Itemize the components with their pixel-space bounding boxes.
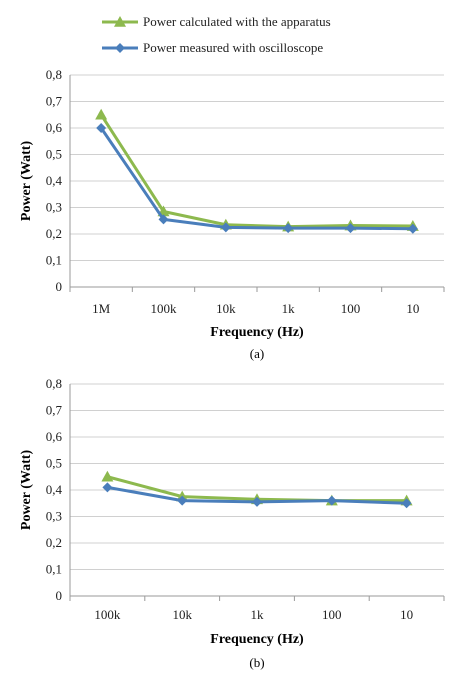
x-tick-label: 1k	[282, 301, 296, 316]
x-tick-label: 10	[406, 301, 419, 316]
y-tick-label: 0	[56, 279, 63, 294]
chart-a: 0 0,1 0,2 0,3 0,4 0,5 0,6 0,7 0,8 1M 100k 10k 1k 100 1…	[19, 67, 445, 361]
y-tick-label: 0,6	[46, 120, 63, 135]
data-point	[326, 495, 337, 506]
legend-label-2: Power measured with oscilloscope	[143, 40, 323, 55]
y-tick-label: 0,1	[46, 562, 62, 577]
x-axis-title: Frequency (Hz)	[210, 325, 304, 340]
x-tick-label: 100	[341, 301, 361, 316]
x-axis-title: Frequency (Hz)	[210, 632, 304, 647]
data-point	[220, 222, 231, 233]
y-tick-label: 0,3	[46, 200, 62, 215]
data-point	[95, 108, 108, 120]
series-measured	[102, 482, 412, 509]
data-point	[407, 223, 418, 234]
x-tick-label: 10k	[216, 301, 236, 316]
x-tick-label: 10k	[172, 607, 192, 622]
data-point	[158, 214, 169, 225]
data-point	[345, 223, 356, 234]
legend-marker-1	[114, 16, 126, 27]
series-line	[99, 127, 413, 231]
chart-b: 0 0,1 0,2 0,3 0,4 0,5 0,6 0,7 0,8 100k 10k 1k 100 10 F…	[19, 376, 445, 670]
y-tick-label: 0,7	[46, 94, 63, 109]
y-tick-label: 0,2	[46, 226, 62, 241]
y-tick-label: 0,5	[46, 456, 62, 471]
data-point	[283, 223, 294, 234]
y-tick-label: 0,1	[46, 253, 62, 268]
data-point	[252, 496, 262, 507]
y-tick-label: 0,4	[46, 173, 63, 188]
series-measured	[96, 123, 418, 234]
chart-caption: (a)	[250, 346, 264, 361]
y-tick-label: 0,8	[46, 67, 62, 82]
data-point	[177, 495, 188, 506]
x-tick-label: 1M	[92, 301, 111, 316]
y-axis-title: Power (Watt)	[19, 450, 34, 531]
x-tick-label: 100	[322, 607, 342, 622]
y-axis-title: Power (Watt)	[19, 141, 34, 222]
y-tick-label: 0,2	[46, 535, 62, 550]
data-point	[102, 482, 113, 493]
y-tick-label: 0,3	[46, 509, 62, 524]
x-tick-label: 10	[400, 607, 413, 622]
x-tick-label: 100k	[94, 607, 121, 622]
y-tick-label: 0,6	[46, 429, 63, 444]
data-point	[401, 498, 412, 509]
chart-caption: (b)	[249, 655, 264, 670]
series-line	[99, 113, 413, 229]
series-calculated	[95, 108, 419, 232]
legend-label-1: Power calculated with the apparatus	[143, 14, 331, 29]
y-tick-label: 0,4	[46, 482, 63, 497]
y-tick-label: 0,7	[46, 403, 63, 418]
y-tick-label: 0,8	[46, 376, 62, 391]
legend: Power calculated with the apparatus Power…	[102, 14, 331, 55]
legend-marker-2	[115, 43, 125, 53]
y-tick-label: 0	[56, 588, 63, 603]
x-tick-label: 100k	[151, 301, 178, 316]
data-point	[101, 470, 114, 482]
y-tick-label: 0,5	[46, 147, 62, 162]
data-point	[96, 123, 107, 133]
x-tick-label: 1k	[251, 607, 265, 622]
